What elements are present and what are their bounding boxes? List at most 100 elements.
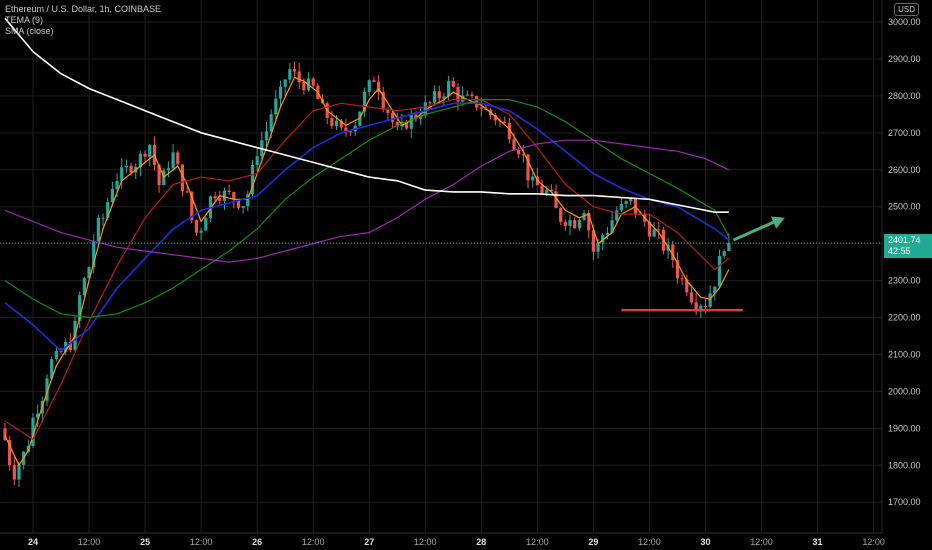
candle-body xyxy=(87,267,91,279)
currency-button[interactable]: USD xyxy=(894,3,919,16)
candle-body xyxy=(587,212,591,231)
candle-body xyxy=(540,185,544,194)
candle-body xyxy=(241,206,245,208)
candle-body xyxy=(703,305,708,307)
time-tick-label: 12:00 xyxy=(862,537,885,547)
candle-body xyxy=(232,192,236,200)
candle-body xyxy=(381,92,385,110)
candle-body xyxy=(274,98,278,115)
last-price-value: 2401.74 xyxy=(888,235,921,245)
trend-arrow-shaft xyxy=(732,219,778,242)
grid-lines xyxy=(0,0,882,533)
candle-body xyxy=(45,378,49,401)
candle-body xyxy=(78,295,82,321)
candle-body xyxy=(689,292,694,303)
indicator-sma-label[interactable]: SMA (close) xyxy=(5,26,54,36)
candle-body xyxy=(348,131,353,133)
candle-body xyxy=(493,114,497,121)
candle-body xyxy=(17,464,21,480)
candle-body xyxy=(101,217,105,219)
price-tick-label: 2600.00 xyxy=(888,165,921,175)
price-tick-label: 2800.00 xyxy=(888,91,921,101)
candle-body xyxy=(461,95,465,102)
candle-body xyxy=(433,91,437,103)
candle-body xyxy=(213,196,217,199)
candle-body xyxy=(507,122,511,140)
price-tick-label: 2700.00 xyxy=(888,128,921,138)
time-axis[interactable]: 24 12:00 25 12:00 26 12:00 27 12:00 28 12:00 29 12:… xyxy=(28,537,885,547)
last-price-tag: 2401.74 42:55 xyxy=(884,234,932,258)
time-tick-label: 12:00 xyxy=(78,537,101,547)
symbol-title[interactable]: Ethereum / U.S. Dollar, 1h, COINBASE xyxy=(5,4,162,14)
candle-body xyxy=(503,121,507,123)
candle-body xyxy=(367,80,371,92)
candle-body xyxy=(657,229,661,231)
candle-body xyxy=(283,79,287,87)
countdown-timer: 42:55 xyxy=(888,246,911,256)
candle-body xyxy=(680,278,684,280)
time-tick-label: 26 xyxy=(252,537,262,547)
candle-body xyxy=(475,95,479,108)
candle-body xyxy=(129,165,133,173)
candle-body xyxy=(148,144,152,157)
candle-body xyxy=(442,96,446,99)
candle-body xyxy=(176,152,180,165)
time-tick-label: 12:00 xyxy=(750,537,773,547)
candle-body xyxy=(699,305,703,309)
candle-body xyxy=(573,219,577,229)
time-tick-label: 12:00 xyxy=(638,537,661,547)
candle-body xyxy=(138,153,143,168)
time-tick-label: 30 xyxy=(700,537,710,547)
candle-body xyxy=(601,235,605,243)
candle-body xyxy=(124,165,128,168)
candle-body xyxy=(278,86,283,99)
time-axis-background xyxy=(0,533,932,550)
price-tick-label: 2500.00 xyxy=(888,202,921,212)
indicator-series-line xyxy=(4,99,730,319)
price-tick-label: 1800.00 xyxy=(888,460,921,470)
candle-body xyxy=(451,80,455,87)
indicator-series-line xyxy=(4,99,730,440)
candle-body xyxy=(652,229,656,237)
candle-body xyxy=(423,102,427,116)
indicator-tema-label[interactable]: TEMA (9) xyxy=(5,15,44,25)
candle-body xyxy=(166,168,171,171)
time-tick-label: 28 xyxy=(476,537,486,547)
candle-body xyxy=(194,220,199,233)
candle-body xyxy=(395,121,399,127)
indicator-lines xyxy=(4,17,730,466)
price-tick-label: 2000.00 xyxy=(888,386,921,396)
price-tick-label: 2300.00 xyxy=(888,276,921,286)
time-tick-label: 12:00 xyxy=(302,537,325,547)
candle-body xyxy=(330,118,334,127)
price-tick-label: 2200.00 xyxy=(888,313,921,323)
candle-body xyxy=(185,191,189,193)
candle-body xyxy=(470,94,474,96)
candle-body xyxy=(437,91,441,99)
time-tick-label: 25 xyxy=(140,537,150,547)
candle-body xyxy=(339,120,343,128)
candle-body xyxy=(563,221,567,226)
candle-body xyxy=(517,149,521,155)
candle-body xyxy=(629,198,633,202)
candle-body xyxy=(171,152,175,169)
candle-body xyxy=(568,219,572,226)
candle-body xyxy=(82,278,86,296)
price-tick-label: 2900.00 xyxy=(888,54,921,64)
price-tick-label: 1900.00 xyxy=(888,423,921,433)
candle-body xyxy=(218,198,222,201)
candle-body xyxy=(596,242,600,252)
candle-body xyxy=(3,428,7,440)
price-tick-label: 2100.00 xyxy=(888,349,921,359)
candle-body xyxy=(292,69,297,72)
candle-body xyxy=(675,260,680,279)
candle-body xyxy=(96,217,100,241)
candle-body xyxy=(157,164,161,186)
candle-body xyxy=(12,465,16,480)
candle-body xyxy=(106,201,110,218)
candle-body xyxy=(414,114,418,119)
candle-body xyxy=(222,190,227,201)
candle-body xyxy=(92,240,96,268)
price-axis-background xyxy=(882,0,932,533)
